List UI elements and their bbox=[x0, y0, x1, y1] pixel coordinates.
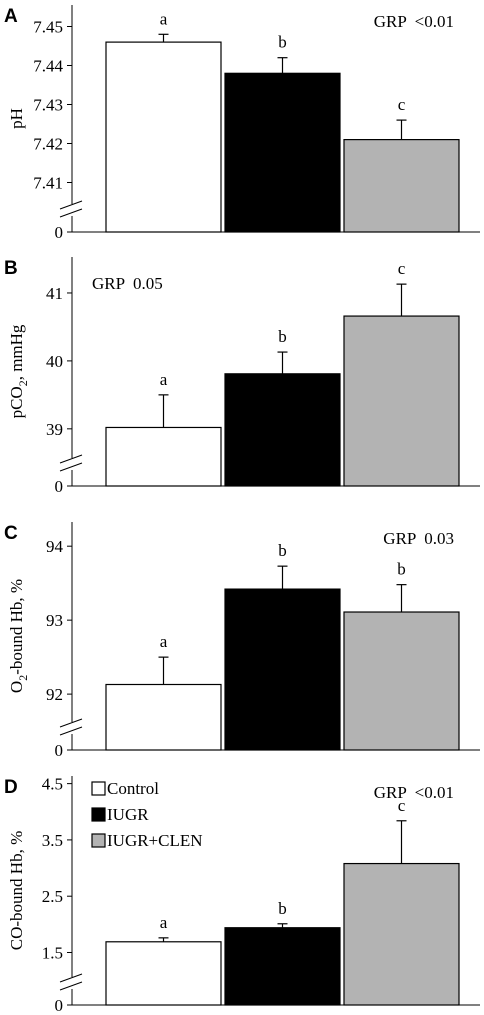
y-tick-label: 0 bbox=[55, 996, 64, 1015]
axis-break-gap bbox=[62, 977, 82, 989]
panel-C: C 0 92 93 94 O2-bound Hb, % a b b GRP 0.03 bbox=[4, 522, 480, 760]
y-tick-label: 93 bbox=[46, 611, 63, 630]
y-axis-label: pCO2, mmHg bbox=[7, 324, 30, 418]
y-tick-label: 41 bbox=[46, 284, 63, 303]
axis-break-mark bbox=[59, 462, 83, 472]
significance-letter: a bbox=[160, 370, 168, 389]
bar-control bbox=[105, 426, 222, 487]
y-tick-label: 4.5 bbox=[42, 775, 63, 794]
y-tick-label: 1.5 bbox=[42, 943, 63, 962]
grp-annotation: GRP <0.01 bbox=[374, 12, 454, 31]
y-tick-label: 39 bbox=[46, 420, 63, 439]
y-tick-label: 3.5 bbox=[42, 831, 63, 850]
grp-annotation: GRP <0.01 bbox=[374, 783, 454, 802]
grp-annotation: GRP 0.05 bbox=[92, 274, 163, 293]
y-tick-label: 40 bbox=[46, 352, 63, 371]
bar-iugr bbox=[224, 927, 341, 1006]
y-tick-label: 2.5 bbox=[42, 887, 63, 906]
y-tick-label: 7.45 bbox=[33, 18, 63, 37]
legend-label: IUGR+CLEN bbox=[107, 831, 203, 850]
axis-break-gap bbox=[62, 204, 82, 216]
bar-control bbox=[105, 683, 222, 751]
bar-iugr bbox=[224, 373, 341, 487]
significance-letter: c bbox=[398, 259, 406, 278]
y-tick-label: 0 bbox=[55, 477, 64, 496]
axis-break-mark bbox=[59, 973, 83, 983]
legend-swatch bbox=[91, 807, 106, 822]
axis-break-mark bbox=[59, 200, 83, 210]
legend-label: Control bbox=[107, 779, 159, 798]
significance-letter: b bbox=[278, 899, 287, 918]
bar-iugr bbox=[224, 72, 341, 233]
y-tick-label: 92 bbox=[46, 685, 63, 704]
significance-letter: b bbox=[397, 560, 406, 579]
panel-A: A 0 7.41 7.42 7.43 7.44 7.45 pH a b c GRP <0.01 bbox=[4, 5, 480, 242]
y-tick-label: 94 bbox=[46, 537, 64, 556]
panel-letter: B bbox=[4, 258, 18, 279]
y-axis-label: CO-bound Hb, % bbox=[7, 831, 26, 950]
bar-iugr-clen bbox=[343, 139, 460, 233]
panel-letter: C bbox=[4, 523, 18, 544]
panel-B: B 0 39 40 41 pCO2, mmHg a b c GRP 0.05 bbox=[4, 257, 480, 496]
bar-iugr bbox=[224, 588, 341, 751]
grp-annotation: GRP 0.03 bbox=[383, 529, 454, 548]
significance-letter: a bbox=[160, 632, 168, 651]
legend-label: IUGR bbox=[107, 805, 149, 824]
bar-iugr-clen bbox=[343, 611, 460, 751]
bar-control bbox=[105, 41, 222, 233]
significance-letter: a bbox=[160, 913, 168, 932]
y-tick-label: 7.41 bbox=[33, 174, 63, 193]
axis-break-mark bbox=[59, 726, 83, 736]
significance-letter: b bbox=[278, 33, 287, 52]
axis-break-mark bbox=[59, 454, 83, 464]
y-axis-label: O2-bound Hb, % bbox=[7, 579, 30, 693]
legend-swatch bbox=[91, 833, 106, 848]
y-tick-label: 7.43 bbox=[33, 96, 63, 115]
significance-letter: b bbox=[278, 327, 287, 346]
bar-iugr-clen bbox=[343, 862, 460, 1006]
y-tick-label: 0 bbox=[55, 223, 64, 242]
legend-swatch bbox=[91, 781, 106, 796]
legend: Control IUGR IUGR+CLEN bbox=[91, 779, 203, 850]
y-axis-label: pH bbox=[7, 108, 26, 129]
significance-letter: c bbox=[398, 95, 406, 114]
axis-break-gap bbox=[62, 458, 82, 470]
y-tick-label: 0 bbox=[55, 741, 64, 760]
axis-break-mark bbox=[59, 981, 83, 991]
bar-control bbox=[105, 941, 222, 1006]
significance-letter: c bbox=[398, 796, 406, 815]
y-tick-label: 7.44 bbox=[33, 57, 63, 76]
panel-letter: A bbox=[4, 6, 18, 27]
significance-letter: a bbox=[160, 9, 168, 28]
axis-break-gap bbox=[62, 722, 82, 734]
axis-break-mark bbox=[59, 718, 83, 728]
axis-break-mark bbox=[59, 208, 83, 218]
y-tick-label: 7.42 bbox=[33, 135, 63, 154]
significance-letter: b bbox=[278, 541, 287, 560]
panel-letter: D bbox=[4, 777, 18, 798]
bar-iugr-clen bbox=[343, 315, 460, 487]
